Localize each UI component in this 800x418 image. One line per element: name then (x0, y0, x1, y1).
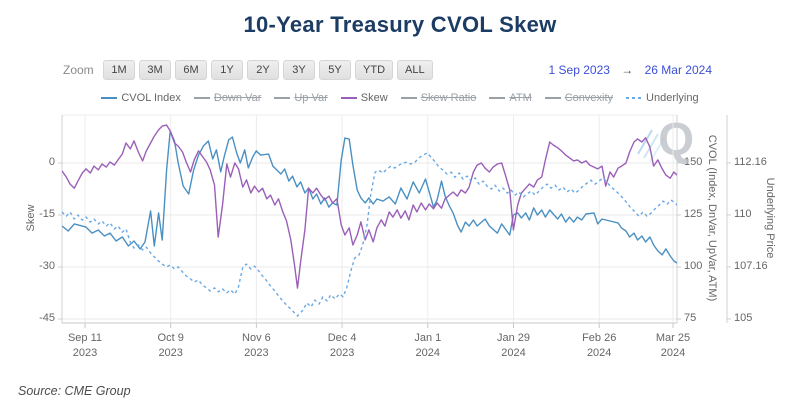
x-tick-label: Dec 4 2023 (327, 332, 357, 359)
legend-label: ATM (509, 92, 532, 104)
zoom-button-group: 1M 3M 6M 1Y 2Y 3Y 5Y YTD ALL (103, 60, 437, 80)
legend-item-cvol-index[interactable]: CVOL Index (101, 92, 181, 104)
series-skew-line[interactable] (62, 124, 677, 289)
skew-tick-label: 0 (48, 156, 55, 168)
price-tick-label: 105 (734, 312, 753, 324)
legend-label: Skew (360, 92, 388, 104)
legend-label: Convexity (564, 92, 614, 104)
cvol-tick-label: 150 (684, 156, 703, 168)
legend-marker-icon (544, 97, 561, 99)
cvol-tick-label: 100 (684, 260, 703, 272)
price-tick-label: 107.16 (734, 260, 768, 272)
price-tick-label: 110 (734, 208, 752, 220)
legend-label: Underlying (646, 92, 699, 104)
legend-item-skew[interactable]: Skew (340, 92, 388, 104)
zoom-button-6m[interactable]: 6M (175, 60, 208, 80)
legend-item-skew-ratio[interactable]: Skew Ratio (400, 92, 477, 104)
zoom-label: Zoom (63, 63, 94, 77)
legend-item-convexity[interactable]: Convexity (544, 92, 614, 104)
x-tick-label: Jan 29 2024 (496, 332, 531, 359)
zoom-button-1y[interactable]: 1Y (211, 60, 244, 80)
skew-tick-label: -15 (39, 208, 55, 220)
date-range[interactable]: 1 Sep 2023 → 26 Mar 2024 (549, 63, 712, 77)
series-cvol-index-line[interactable] (62, 130, 677, 264)
zoom-button-3m[interactable]: 3M (139, 60, 172, 80)
legend-marker-icon (101, 97, 118, 99)
legend-item-underlying[interactable]: Underlying (626, 92, 699, 104)
legend-label: Skew Ratio (420, 92, 477, 104)
legend-marker-icon (626, 97, 643, 99)
zoom-button-all[interactable]: ALL (397, 60, 433, 80)
legend-marker-icon (489, 97, 506, 99)
date-range-start[interactable]: 1 Sep 2023 (548, 63, 610, 77)
legend-item-up-var[interactable]: Up Var (274, 92, 328, 104)
legend-label: Up Var (294, 92, 328, 104)
date-range-arrow-icon: → (621, 63, 634, 77)
x-tick-label: Nov 6 2023 (242, 332, 271, 359)
zoom-button-ytd[interactable]: YTD (355, 60, 394, 80)
zoom-button-5y[interactable]: 5Y (319, 60, 352, 80)
page-title: 10-Year Treasury CVOL Skew (243, 12, 557, 37)
series-underlying-line[interactable] (62, 152, 677, 317)
legend-marker-icon (274, 97, 291, 99)
source-caption: Source: CME Group (18, 384, 131, 398)
price-tick-label: 112.16 (734, 156, 767, 168)
legend-item-down-var[interactable]: Down Var (193, 92, 262, 104)
x-tick-label: Sep 11 2023 (67, 332, 103, 359)
legend-marker-icon (193, 97, 210, 99)
cvol-tick-label: 125 (684, 208, 703, 220)
skew-tick-label: -30 (39, 260, 55, 272)
zoom-button-2y[interactable]: 2Y (247, 60, 280, 80)
x-tick-label: Feb 26 2024 (582, 332, 617, 359)
date-range-end[interactable]: 26 Mar 2024 (644, 63, 712, 77)
x-tick-label: Mar 25 2024 (655, 332, 691, 359)
zoom-button-3y[interactable]: 3Y (283, 60, 316, 80)
legend-label: CVOL Index (121, 92, 181, 104)
cvol-tick-label: 75 (684, 312, 697, 324)
legend-marker-icon (340, 97, 357, 99)
legend-label: Down Var (213, 92, 262, 104)
chart-legend: CVOL Index Down Var Up Var Skew Skew Ratio AT… (0, 92, 800, 104)
legend-marker-icon (400, 97, 417, 99)
legend-item-atm[interactable]: ATM (489, 92, 532, 104)
skew-tick-label: -45 (39, 312, 55, 324)
zoom-button-1m[interactable]: 1M (103, 60, 136, 80)
x-tick-label: Oct 9 2023 (157, 332, 184, 359)
x-tick-label: Jan 1 2024 (414, 332, 442, 359)
watermark-q-icon: Q (637, 113, 694, 170)
toolbar: Zoom 1M 3M 6M 1Y 2Y 3Y 5Y YTD ALL 1 Sep 2023 → 2… (63, 60, 800, 84)
